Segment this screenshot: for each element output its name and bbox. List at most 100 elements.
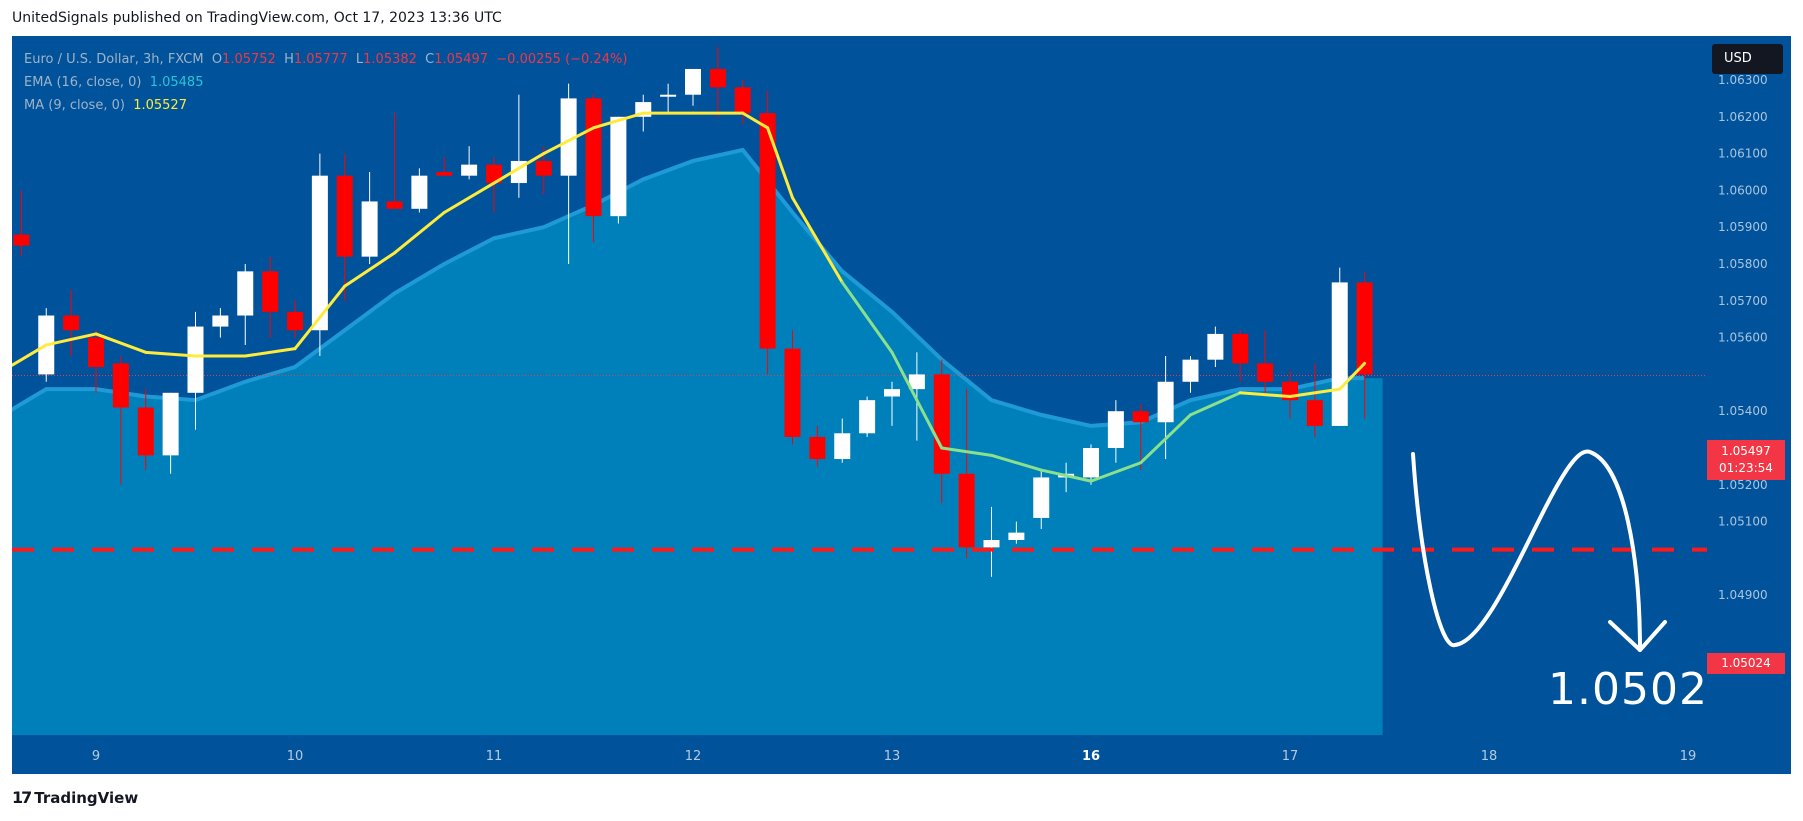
target-price-tag: 1.05024 [1707, 653, 1785, 674]
plot-layer [0, 46, 1707, 735]
ma-line-segment [94, 332, 148, 354]
price-axis-label: 1.06300 [1718, 73, 1768, 87]
candle-body [386, 201, 403, 209]
symbol-label[interactable]: Euro / U.S. Dollar, 3h, FXCM [24, 52, 204, 67]
ma-line-segment [1039, 468, 1093, 483]
chart-legend: Euro / U.S. Dollar, 3h, FXCM O1.05752 H1… [24, 48, 627, 117]
ma-line-segment [542, 126, 595, 156]
legend-ema-row[interactable]: EMA (16, close, 0) 1.05485 [24, 71, 627, 94]
ma-line-segment [791, 196, 844, 284]
candle-body [1207, 333, 1224, 360]
price-axis-label: 1.05200 [1718, 478, 1768, 492]
legend-ma-row[interactable]: MA (9, close, 0) 1.05527 [24, 94, 627, 117]
ma-line-segment [12, 343, 48, 367]
time-axis-label: 17 [1282, 749, 1299, 764]
low-label: L [355, 52, 364, 67]
ma-line-segment [343, 251, 396, 288]
time-axis-label: 11 [486, 749, 503, 764]
ma-value: 1.05527 [133, 98, 187, 113]
ma-line-segment [592, 111, 645, 130]
projection-path [1411, 449, 1642, 652]
price-axis-label: 1.06200 [1718, 110, 1768, 124]
low-value: 1.05382 [363, 52, 417, 67]
ma-line-segment [1338, 361, 1367, 391]
last-price-value: 1.05497 [1721, 444, 1771, 458]
candle-body [685, 68, 701, 95]
candle-body [1232, 333, 1249, 364]
price-axis-label: 1.05100 [1718, 515, 1768, 529]
candle-body [0, 235, 5, 426]
ma-line-segment [44, 332, 98, 347]
candle-body [784, 348, 801, 437]
ma-line-segment [492, 152, 546, 185]
ma-line-segment [393, 210, 446, 255]
price-axis-label: 1.04900 [1718, 588, 1768, 602]
ma-label: MA (9, close, 0) [24, 98, 125, 113]
time-axis-label: 16 [1082, 749, 1100, 764]
ma-line-segment [840, 280, 894, 354]
close-label: C [425, 52, 435, 67]
ma-line-segment [1189, 391, 1242, 417]
open-label: O [211, 52, 223, 67]
candle-body [1182, 359, 1199, 382]
candle-body [1157, 381, 1174, 423]
candle-body [461, 164, 478, 176]
candle-body [88, 337, 104, 368]
ema-value: 1.05485 [149, 75, 204, 90]
candle-body [958, 473, 975, 548]
candle-body [1033, 477, 1050, 518]
price-axis-label: 1.05700 [1718, 294, 1768, 308]
candle-body [1331, 282, 1348, 426]
ma-line-segment [890, 350, 944, 450]
candle-body [311, 175, 328, 331]
ema-label: EMA (16, close, 0) [24, 75, 142, 90]
projection-arrowhead [1608, 620, 1667, 652]
ma-line-segment [1288, 387, 1342, 398]
candle-body [759, 113, 776, 349]
ema-area [12, 149, 1383, 735]
ma-line-segment [243, 347, 297, 358]
candle-body [212, 315, 229, 327]
candle-body [336, 175, 353, 257]
candle-body [859, 400, 876, 434]
change-value: −0.00255 (−0.24%) [496, 52, 628, 67]
candle-body [237, 271, 254, 316]
candle-body [1257, 363, 1274, 382]
time-axis-label: 18 [1481, 749, 1498, 764]
candle-body [436, 172, 453, 176]
candle-body [1107, 411, 1124, 448]
candle-body [13, 234, 30, 246]
candle-body [884, 389, 900, 397]
last-price-tag: 1.05497 01:23:54 [1707, 440, 1785, 480]
ma-line-segment [1139, 413, 1192, 465]
candle-body [908, 374, 925, 390]
price-axis-label: 1.06000 [1718, 183, 1768, 197]
candle-body [137, 407, 154, 456]
legend-symbol-row: Euro / U.S. Dollar, 3h, FXCM O1.05752 H1… [24, 48, 627, 71]
open-value: 1.05752 [222, 52, 276, 67]
candle-body [1306, 400, 1323, 426]
candle-body [933, 374, 950, 474]
time-axis-label: 12 [685, 749, 702, 764]
candle-body [983, 540, 1000, 548]
ma-line-segment [1089, 461, 1143, 483]
target-big-label: 1.0502 [1548, 664, 1708, 715]
time-axis-label: 9 [92, 749, 100, 764]
candle-body [610, 116, 627, 217]
candle-body [187, 326, 204, 393]
candle-body [287, 311, 303, 331]
currency-button[interactable]: USD [1712, 44, 1783, 74]
price-axis-label: 1.05400 [1718, 404, 1768, 418]
price-axis-label: 1.05800 [1718, 257, 1768, 271]
price-axis-label: 1.06100 [1718, 147, 1768, 161]
candle-body [112, 363, 129, 408]
ma-line-segment [1238, 391, 1292, 398]
candle-body [560, 98, 577, 176]
ma-line-segment [442, 181, 496, 214]
publisher-header: UnitedSignals published on TradingView.c… [12, 10, 502, 26]
footer-brand-name: TradingView [34, 788, 139, 807]
candle-body [1132, 411, 1149, 423]
candle-body [660, 94, 677, 97]
footer-brand[interactable]: 17 TradingView [12, 788, 138, 807]
